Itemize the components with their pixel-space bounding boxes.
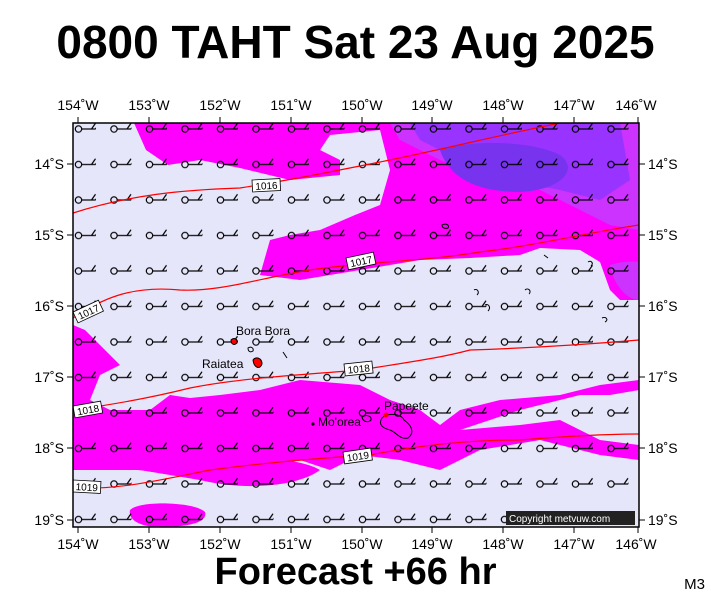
lat-label-left-19: 19˚S xyxy=(34,512,64,528)
lat-label-right-17: 17˚S xyxy=(648,369,678,385)
moorea-island xyxy=(361,415,372,423)
copyright-box xyxy=(506,511,635,525)
atoll-5 xyxy=(587,260,593,267)
atoll-1 xyxy=(441,223,449,229)
wind-barbs xyxy=(73,123,639,527)
tick-marks xyxy=(67,117,645,533)
isobar-1017-line xyxy=(73,224,639,319)
lat-label-left-16: 16˚S xyxy=(34,298,64,314)
lat-label-right-15: 15˚S xyxy=(648,227,678,243)
lon-label-top-153: 153˚W xyxy=(128,97,170,113)
lon-label-bottom-148: 148˚W xyxy=(482,536,524,552)
lon-label-bottom-146: 146˚W xyxy=(615,536,657,552)
lon-label-bottom-154: 154˚W xyxy=(57,536,99,552)
lat-label-right-19: 19˚S xyxy=(648,512,678,528)
islands xyxy=(230,223,608,439)
lat-label-left-14: 14˚S xyxy=(34,156,64,172)
lon-label-bottom-152: 152˚W xyxy=(199,536,241,552)
isobar-label-1019-a: 1019 xyxy=(346,450,370,464)
lon-label-top-150: 150˚W xyxy=(341,97,383,113)
copyright-text: Copyright metvuw.com xyxy=(509,514,610,525)
isobar-label-1016: 1016 xyxy=(255,181,278,193)
isobar-label-1018-b: 1018 xyxy=(76,404,100,419)
forecast-label: Forecast +66 hr xyxy=(214,551,497,593)
lon-label-top-146: 146˚W xyxy=(615,97,657,113)
isobar-labels: 1016 1017 1017 1018 1018 1019 xyxy=(73,178,377,494)
tahiti-island xyxy=(379,413,413,439)
map-title: 0800 TAHT Sat 23 Aug 2025 xyxy=(56,16,655,68)
place-label-papeete: Papeete xyxy=(384,399,429,413)
lat-label-left-18: 18˚S xyxy=(34,440,64,456)
lon-labels-bottom: 154˚W 153˚W 152˚W 151˚W 150˚W 149˚W 148˚… xyxy=(57,536,657,552)
map-frame xyxy=(72,122,640,528)
raiatea-island xyxy=(252,357,263,368)
lon-label-top-148: 148˚W xyxy=(482,97,524,113)
isobar-label-1017-a: 1017 xyxy=(349,255,373,270)
atoll-2 xyxy=(473,289,479,296)
lon-label-bottom-153: 153˚W xyxy=(128,536,170,552)
isobar-label-1019-b: 1019 xyxy=(75,482,98,494)
lon-label-bottom-147: 147˚W xyxy=(553,536,595,552)
place-label-raiatea: Raiatea xyxy=(202,357,244,371)
lon-label-top-147: 147˚W xyxy=(553,97,595,113)
lat-labels-right: 14˚S 15˚S 16˚S 17˚S 18˚S 19˚S xyxy=(648,156,678,528)
moorea-marker xyxy=(311,422,315,426)
lon-label-bottom-151: 151˚W xyxy=(270,536,312,552)
lon-label-top-151: 151˚W xyxy=(270,97,312,113)
lat-label-left-15: 15˚S xyxy=(34,227,64,243)
lon-label-top-152: 152˚W xyxy=(199,97,241,113)
borabora-island xyxy=(230,338,238,345)
isobar-label-1018-a: 1018 xyxy=(347,363,371,376)
place-label-moorea: Mo'orea xyxy=(318,415,361,429)
place-label-bora-bora: Bora Bora xyxy=(236,324,290,338)
maupiti-island xyxy=(247,346,254,353)
lon-label-top-149: 149˚W xyxy=(411,97,453,113)
atoll-4 xyxy=(524,288,531,295)
atoll-8 xyxy=(282,351,288,359)
lat-labels-left: 14˚S 15˚S 16˚S 17˚S 18˚S 19˚S xyxy=(34,156,64,528)
lat-label-left-17: 17˚S xyxy=(34,369,64,385)
lat-label-right-16: 16˚S xyxy=(648,298,678,314)
lon-label-bottom-149: 149˚W xyxy=(411,536,453,552)
lat-label-right-14: 14˚S xyxy=(648,156,678,172)
atoll-3 xyxy=(484,304,490,312)
atoll-6 xyxy=(601,317,608,323)
isobar-1016-line xyxy=(73,123,561,214)
lon-labels-top: 154˚W 153˚W 152˚W 151˚W 150˚W 149˚W 148˚… xyxy=(57,97,657,113)
papeete-marker xyxy=(383,412,389,418)
model-code: M3 xyxy=(684,576,705,593)
plot-area: Bora Bora Raiatea Papeete Mo'orea 1016 1… xyxy=(73,123,639,527)
lon-label-bottom-150: 150˚W xyxy=(341,536,383,552)
lat-label-right-18: 18˚S xyxy=(648,440,678,456)
lon-label-top-154: 154˚W xyxy=(57,97,99,113)
atoll-7 xyxy=(543,254,549,259)
